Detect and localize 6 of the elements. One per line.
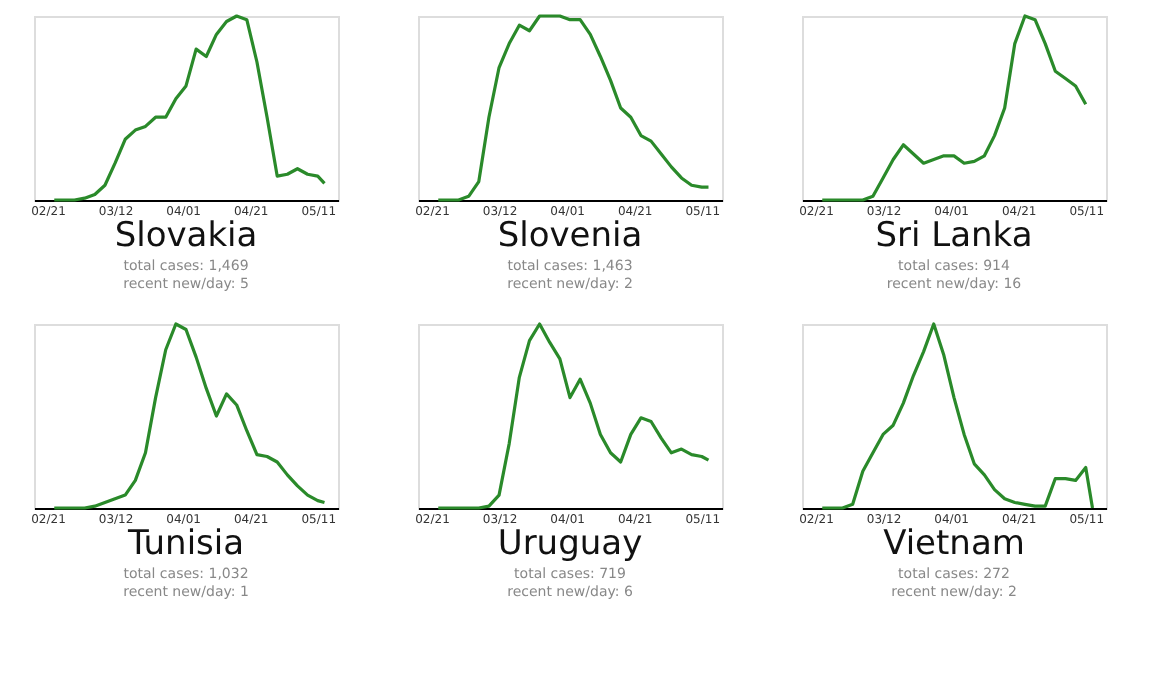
text: Tunisia bbox=[125, 524, 245, 564]
text: Vietnam bbox=[883, 524, 1025, 564]
text: Sri Lanka bbox=[875, 216, 1033, 256]
text: Uruguay bbox=[497, 524, 643, 564]
text: Slovakia bbox=[114, 216, 258, 256]
text: Slovenia bbox=[497, 216, 643, 256]
